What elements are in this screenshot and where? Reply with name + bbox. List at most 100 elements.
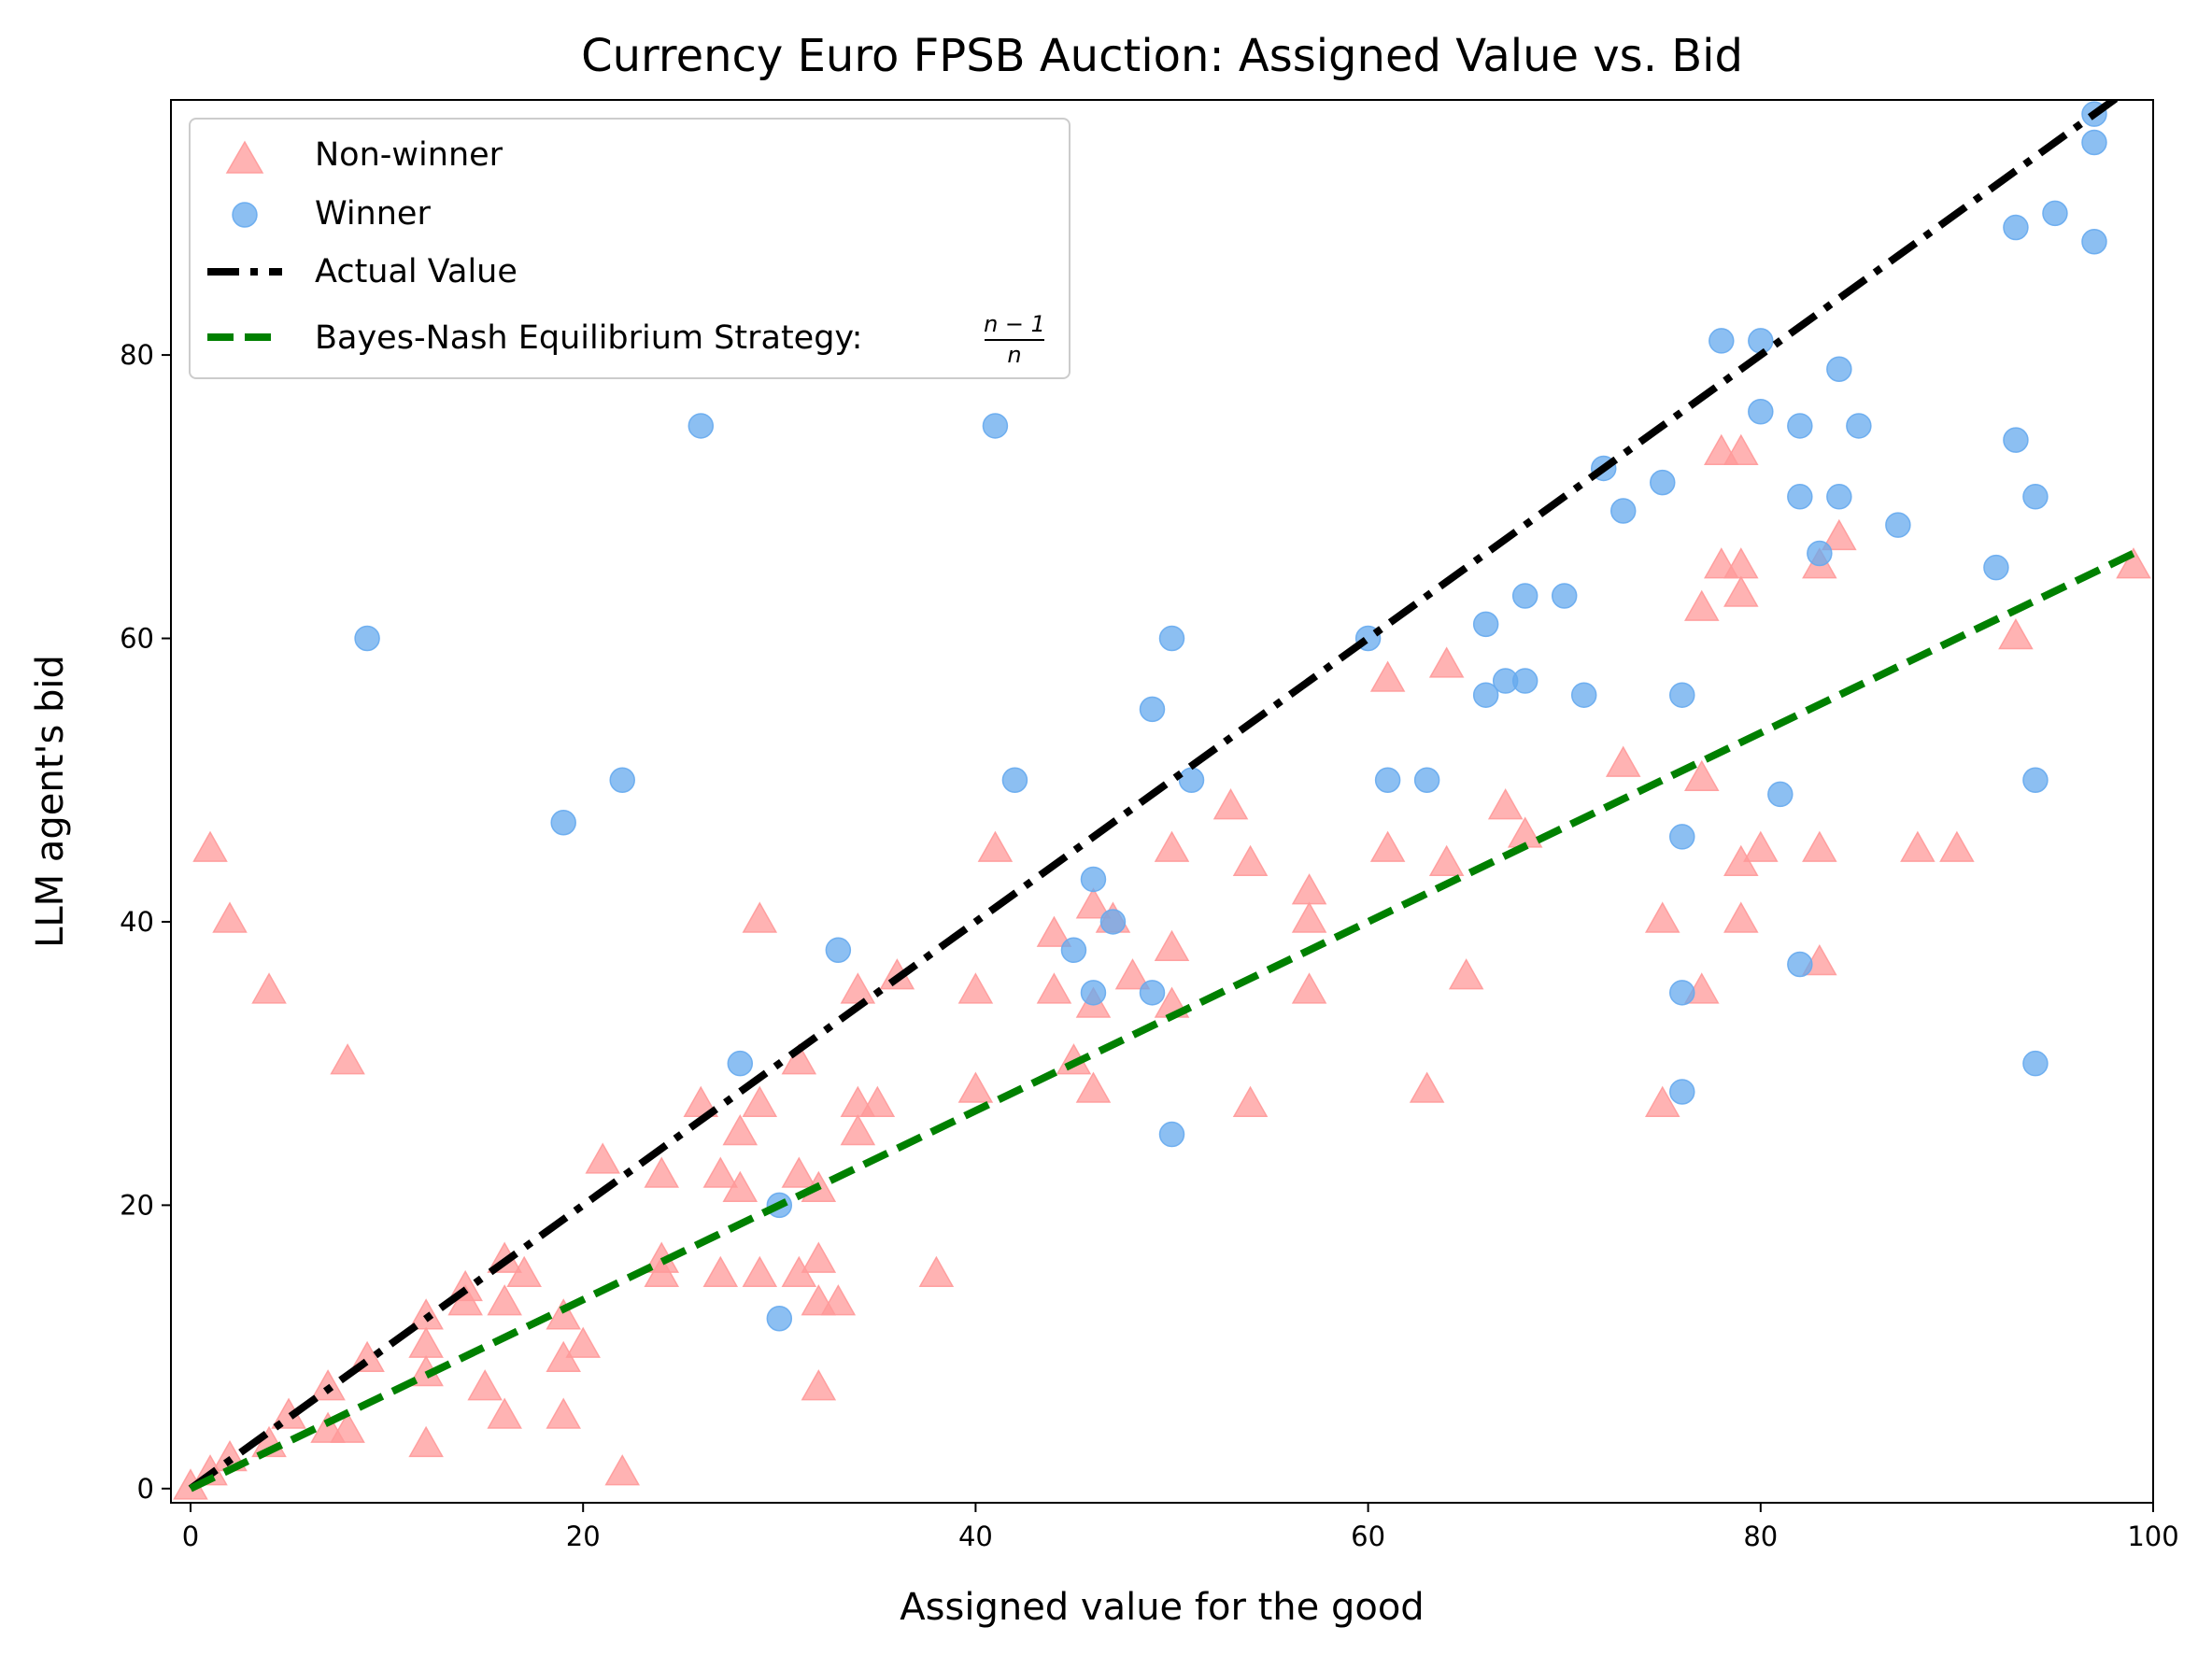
winner-point xyxy=(2081,129,2107,156)
non-winner-point xyxy=(1723,433,1759,466)
non-winner-point xyxy=(722,1170,759,1202)
non-winner-point xyxy=(330,1043,365,1075)
y-tick-label: 20 xyxy=(120,1189,154,1221)
non-winner-point xyxy=(781,1156,817,1188)
legend-label-bne: Bayes-Nash Equilibrium Strategy: xyxy=(315,319,873,357)
non-winner-point xyxy=(1998,617,2034,650)
non-winner-point xyxy=(1605,745,1641,777)
winner-point xyxy=(1826,356,1852,383)
winner-point xyxy=(1001,767,1028,793)
non-winner-point xyxy=(1644,1085,1680,1117)
legend-bne-text: Bayes-Nash Equilibrium Strategy: xyxy=(315,319,873,357)
winner-point xyxy=(1885,512,1911,538)
non-winner-point xyxy=(1802,830,1837,862)
winner-point xyxy=(1826,484,1852,510)
winner-point xyxy=(1609,498,1637,524)
winner-point xyxy=(1158,625,1185,652)
winner-point xyxy=(1787,951,1813,978)
non-winner-point xyxy=(801,1369,837,1401)
winner-point xyxy=(1472,611,1499,638)
x-tick-label: 20 xyxy=(566,1521,601,1552)
winner-point xyxy=(1650,469,1676,496)
legend-box xyxy=(189,118,1071,379)
non-winner-point xyxy=(1900,830,1936,862)
winner-point xyxy=(1139,696,1166,723)
non-winner-point xyxy=(702,1156,739,1188)
non-winner-point xyxy=(408,1326,444,1358)
non-winner-point xyxy=(1154,929,1190,962)
winner-point xyxy=(982,413,1009,439)
non-winner-point xyxy=(702,1255,739,1288)
non-winner-point xyxy=(957,1071,994,1103)
legend-label-actual-value: Actual Value xyxy=(315,253,518,290)
winner-point xyxy=(2022,767,2049,793)
x-tick-label: 40 xyxy=(958,1521,993,1552)
x-axis-label: Assigned value for the good xyxy=(900,1586,1424,1629)
non-winner-point xyxy=(1487,788,1524,820)
non-winner-point xyxy=(840,1114,876,1146)
plot-frame xyxy=(170,99,2154,1504)
y-tick-label: 60 xyxy=(120,623,154,655)
winner-point xyxy=(1807,540,1833,567)
winner-point xyxy=(2022,484,2049,510)
actual-value-line xyxy=(188,100,2120,1492)
legend-label-non-winner: Non-winner xyxy=(315,136,503,174)
non-winner-point xyxy=(1428,844,1465,877)
non-winner-point xyxy=(1822,518,1857,551)
winner-point xyxy=(2042,200,2068,227)
non-winner-point xyxy=(1683,759,1720,791)
non-winner-point xyxy=(546,1298,581,1330)
winner-point xyxy=(1709,328,1735,354)
winner-point xyxy=(2003,427,2029,453)
non-winner-point xyxy=(487,1284,522,1316)
winner-point xyxy=(1983,554,2009,581)
non-winner-point xyxy=(977,830,1014,862)
winner-point xyxy=(1511,583,1538,609)
non-winner-point xyxy=(742,1085,778,1117)
non-winner-point xyxy=(840,972,876,1004)
legend-fraction-numerator: n − 1 xyxy=(984,311,1045,337)
non-winner-point xyxy=(565,1326,601,1358)
non-winner-point xyxy=(487,1397,522,1429)
non-winner-point xyxy=(1409,1071,1445,1103)
non-winner-point xyxy=(742,901,778,933)
non-winner-point xyxy=(1232,844,1269,877)
non-winner-point xyxy=(859,1085,896,1117)
winner-point xyxy=(727,1050,754,1077)
winner-point xyxy=(766,1306,793,1332)
winner-point xyxy=(1669,1079,1695,1105)
non-winner-point xyxy=(644,1156,680,1188)
winner-point xyxy=(1374,767,1401,793)
winner-point xyxy=(1511,668,1538,694)
y-tick-label: 40 xyxy=(120,906,154,938)
winner-point xyxy=(1669,682,1695,708)
winner-point xyxy=(1099,909,1127,935)
non-winner-point xyxy=(1939,830,1975,862)
non-winner-point xyxy=(1369,830,1406,862)
non-winner-point xyxy=(1075,887,1112,919)
non-winner-point xyxy=(1291,972,1327,1004)
winner-point xyxy=(1080,980,1107,1006)
non-winner-point xyxy=(1232,1085,1269,1117)
winner-point xyxy=(1846,413,1872,439)
legend-label-winner: Winner xyxy=(315,195,431,233)
non-winner-point xyxy=(1644,901,1680,933)
non-winner-point xyxy=(1448,958,1484,990)
legend: Non-winner Winner Actual Value Bayes-Nas… xyxy=(189,118,1071,379)
y-axis-label: LLM agent's bid xyxy=(29,655,72,948)
non-winner-point xyxy=(408,1425,444,1458)
winner-point xyxy=(550,810,576,836)
winner-point xyxy=(1178,767,1205,793)
non-winner-point xyxy=(251,972,287,1004)
non-winner-point xyxy=(506,1255,542,1288)
non-winner-point xyxy=(957,972,994,1004)
winner-point xyxy=(1158,1121,1185,1148)
non-winner-point xyxy=(1291,873,1327,905)
chart-title: Currency Euro FPSB Auction: Assigned Val… xyxy=(581,30,1743,82)
winner-point xyxy=(1570,682,1597,708)
winner-point xyxy=(2081,228,2107,255)
winner-point xyxy=(1748,328,1774,354)
winner-point xyxy=(1748,399,1774,425)
winner-point xyxy=(688,413,715,439)
winner-point xyxy=(1139,980,1166,1006)
